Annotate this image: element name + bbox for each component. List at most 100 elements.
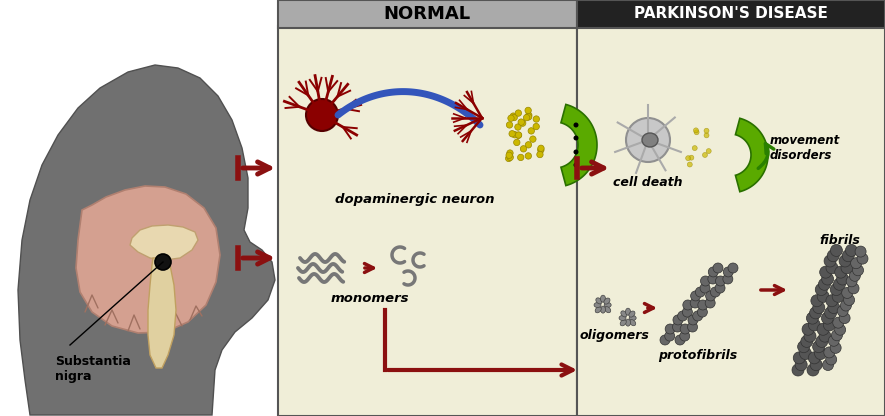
Circle shape	[678, 311, 688, 321]
Circle shape	[518, 119, 525, 125]
Circle shape	[826, 354, 836, 365]
Circle shape	[507, 150, 513, 156]
Circle shape	[843, 295, 855, 305]
Circle shape	[573, 136, 579, 141]
Circle shape	[835, 324, 846, 335]
Text: PARKINSON'S DISEASE: PARKINSON'S DISEASE	[634, 7, 828, 22]
Circle shape	[505, 155, 512, 162]
Circle shape	[823, 319, 835, 331]
Circle shape	[834, 278, 845, 290]
Circle shape	[830, 245, 843, 256]
Circle shape	[525, 107, 531, 114]
Ellipse shape	[601, 295, 605, 302]
Circle shape	[515, 110, 521, 116]
Circle shape	[808, 319, 820, 331]
Circle shape	[697, 300, 708, 310]
Text: cell death: cell death	[613, 176, 682, 188]
Text: Substantia
nigra: Substantia nigra	[55, 355, 131, 383]
Polygon shape	[130, 225, 198, 260]
Circle shape	[811, 295, 823, 307]
Circle shape	[848, 283, 859, 294]
Circle shape	[660, 335, 670, 345]
Circle shape	[673, 315, 683, 325]
Circle shape	[690, 298, 700, 308]
Circle shape	[815, 284, 827, 295]
Circle shape	[573, 122, 579, 127]
Circle shape	[155, 254, 171, 270]
Circle shape	[690, 291, 701, 301]
Circle shape	[665, 331, 674, 341]
Circle shape	[826, 295, 838, 307]
Circle shape	[827, 250, 839, 262]
Circle shape	[831, 330, 843, 341]
Circle shape	[696, 287, 705, 297]
Circle shape	[682, 307, 692, 317]
Circle shape	[706, 149, 712, 154]
Circle shape	[510, 113, 517, 119]
Circle shape	[507, 154, 513, 161]
Text: oligomers: oligomers	[579, 329, 649, 342]
Circle shape	[705, 298, 715, 308]
Circle shape	[817, 323, 829, 335]
Ellipse shape	[620, 320, 627, 326]
Circle shape	[523, 114, 530, 121]
Circle shape	[837, 305, 848, 317]
Circle shape	[692, 146, 697, 151]
FancyBboxPatch shape	[577, 0, 885, 28]
Circle shape	[846, 276, 858, 287]
Ellipse shape	[596, 298, 602, 304]
Text: dopaminergic neuron: dopaminergic neuron	[335, 193, 495, 206]
Circle shape	[525, 141, 532, 148]
Circle shape	[694, 128, 698, 133]
Circle shape	[833, 317, 843, 328]
Circle shape	[526, 112, 532, 119]
Circle shape	[816, 335, 827, 347]
Circle shape	[828, 335, 839, 346]
Circle shape	[520, 146, 527, 152]
Circle shape	[708, 274, 718, 284]
Polygon shape	[18, 65, 275, 415]
Circle shape	[825, 307, 836, 319]
Circle shape	[511, 114, 518, 121]
Polygon shape	[735, 118, 768, 192]
Circle shape	[795, 359, 807, 371]
Circle shape	[703, 153, 707, 158]
Circle shape	[839, 312, 850, 324]
Circle shape	[533, 124, 539, 130]
Circle shape	[666, 324, 675, 334]
Circle shape	[573, 163, 579, 168]
Circle shape	[723, 267, 734, 277]
Circle shape	[806, 312, 819, 324]
Circle shape	[626, 118, 670, 162]
Polygon shape	[148, 258, 176, 368]
Circle shape	[723, 274, 733, 284]
Circle shape	[845, 245, 858, 256]
Polygon shape	[76, 186, 220, 333]
Circle shape	[792, 364, 804, 376]
Circle shape	[675, 335, 685, 345]
Ellipse shape	[621, 311, 627, 317]
Circle shape	[686, 156, 690, 161]
Circle shape	[704, 128, 709, 133]
Circle shape	[819, 278, 830, 290]
Circle shape	[538, 145, 544, 151]
FancyBboxPatch shape	[0, 0, 278, 416]
Ellipse shape	[626, 308, 630, 315]
Circle shape	[525, 153, 532, 159]
Polygon shape	[561, 104, 597, 186]
Circle shape	[804, 330, 816, 342]
Ellipse shape	[619, 315, 626, 320]
Circle shape	[573, 149, 579, 154]
Circle shape	[835, 266, 847, 278]
Circle shape	[797, 341, 810, 353]
Circle shape	[701, 276, 711, 286]
Circle shape	[530, 136, 536, 142]
Circle shape	[830, 284, 843, 295]
Circle shape	[509, 131, 515, 137]
Circle shape	[537, 147, 544, 153]
Circle shape	[713, 263, 723, 273]
Circle shape	[826, 262, 838, 274]
Circle shape	[528, 128, 535, 134]
Circle shape	[506, 122, 512, 128]
Ellipse shape	[594, 302, 601, 307]
